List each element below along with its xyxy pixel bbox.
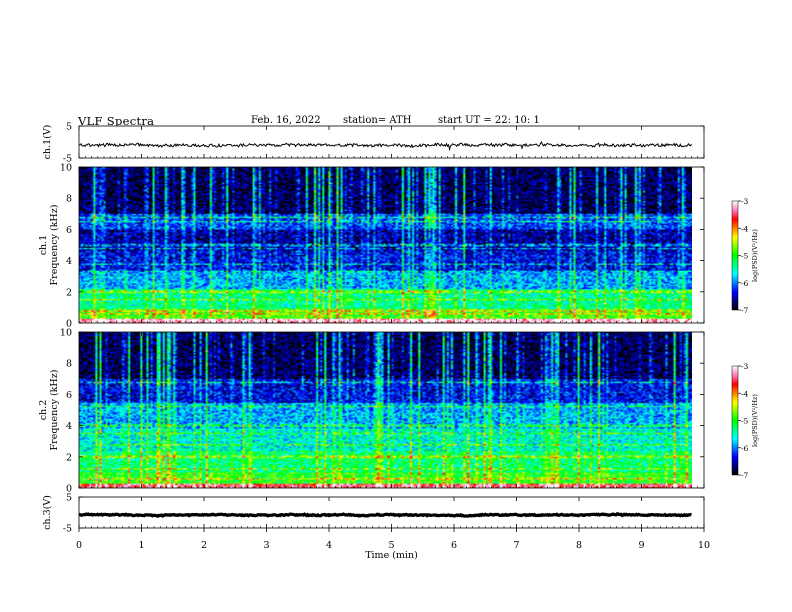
x-tick-label-1: 1 (138, 540, 144, 551)
ch1-spectrogram-ytick-label-4: 8 (66, 194, 72, 205)
ch1-spectrogram-colorbar-ticklabel-2: -5 (741, 252, 749, 261)
ch2-spectrogram-colorbar: -3 -4 -5 -6 -7 log(PSD)(V²/Hz) (731, 362, 759, 480)
ch1-spectrogram (79, 167, 704, 323)
ch3-waveform-ytick-label-1: -5 (63, 524, 72, 535)
ch2-spectrogram-ytick-label-2: 4 (66, 421, 72, 432)
ch1-spectrogram-colorbar-ticklabel-3: -6 (741, 279, 749, 288)
ch2-spectrogram (79, 332, 704, 488)
x-tick-label-9: 9 (638, 540, 644, 551)
ch3-waveform-ytick-label-0: 5 (66, 493, 72, 504)
ch2-spectrogram-colorbar-ticklabel-0: -3 (741, 362, 749, 371)
ch2-spectrogram-ytick-label-0: 0 (66, 484, 72, 495)
x-tick-label-0: 0 (76, 540, 82, 551)
ch2-spectrogram-colorbar-label: log(PSD)(V²/Hz) (751, 394, 759, 447)
ch1-spectrogram-ytick-label-2: 4 (66, 256, 72, 267)
ch1-waveform (78, 126, 704, 158)
start-time-label: start UT = 22: 10: 1 (438, 115, 540, 126)
ch1-spectrogram-colorbar-bar (731, 200, 739, 311)
ch2-spectrogram-ylabel-1: Frequency (kHz) (49, 370, 60, 451)
ch1-spectrogram-colorbar-ticklabel-0: -3 (741, 197, 749, 206)
ch2-spectrogram-image (79, 332, 692, 488)
ch2-spectrogram-colorbar-ticklabel-2: -5 (741, 417, 749, 426)
ch1-spectrogram-ylabel-0: ch.1 (38, 235, 49, 256)
ch1-spectrogram-ytick-label-1: 2 (66, 287, 72, 298)
x-axis-label: Time (min) (365, 550, 418, 561)
x-tick-label-6: 6 (451, 540, 457, 551)
ch3-waveform-bg (79, 497, 704, 528)
x-axis: 0 1 2 3 4 5 6 7 8 9 10 Time (min) (76, 528, 710, 561)
ch1-spectrogram-colorbar-ticklabel-1: -4 (741, 224, 749, 233)
ch1-spectrogram-ytick-label-3: 6 (66, 225, 72, 236)
ch1-spectrogram-axes: 0 2 4 6 8 10 ch.1 Frequency (kHz) (38, 163, 705, 330)
date-label: Feb. 16, 2022 (251, 115, 321, 126)
x-tick-label-2: 2 (201, 540, 207, 551)
x-tick-label-3: 3 (263, 540, 269, 551)
ch3-waveform (78, 497, 704, 528)
ch1-waveform-bg (79, 126, 704, 158)
ch2-spectrogram-ytick-label-3: 6 (66, 390, 72, 401)
ch2-spectrogram-colorbar-ticklabel-1: -4 (741, 389, 749, 398)
x-tick-label-4: 4 (326, 540, 332, 551)
station-label: station= ATH (343, 115, 412, 126)
ch1-spectrogram-ytick-label-0: 0 (66, 319, 72, 330)
ch2-spectrogram-colorbar-bar (731, 365, 739, 476)
ch1-waveform-ytick-label-0: 5 (66, 122, 72, 133)
ch1-spectrogram-image (79, 167, 692, 323)
ch1-spectrogram-ylabel-1: Frequency (kHz) (49, 205, 60, 286)
ch1-waveform-ylabel-0: ch.1(V) (42, 125, 53, 160)
ch1-spectrogram-colorbar-ticklabel-4: -7 (741, 306, 749, 315)
ch3-waveform-ylabel-0: ch.3(V) (42, 495, 53, 530)
panels-layer (78, 126, 704, 528)
ch1-spectrogram-ytick-label-5: 10 (60, 163, 72, 174)
chart-title: VLF Spectra (78, 114, 155, 128)
x-tick-label-5: 5 (388, 540, 394, 551)
ch1-spectrogram-colorbar: -3 -4 -5 -6 -7 log(PSD)(V²/Hz) (731, 197, 759, 315)
ch2-spectrogram-colorbar-ticklabel-4: -7 (741, 471, 749, 480)
ch2-spectrogram-ytick-label-4: 8 (66, 359, 72, 370)
ch2-spectrogram-axes: 0 2 4 6 8 10 ch.2 Frequency (kHz) (38, 328, 705, 495)
ch1-waveform-ytick-label-1: -5 (63, 154, 72, 165)
ch1-waveform-axes: 5 -5 ch.1(V) (42, 122, 705, 165)
ch3-waveform-trace (78, 512, 692, 519)
x-tick-label-7: 7 (513, 540, 519, 551)
x-tick-label-8: 8 (576, 540, 582, 551)
ch1-spectrogram-colorbar-label: log(PSD)(V²/Hz) (751, 229, 759, 282)
ch2-spectrogram-ytick-label-1: 2 (66, 452, 72, 463)
ch2-spectrogram-colorbar-ticklabel-3: -6 (741, 444, 749, 453)
ch2-spectrogram-ylabel-0: ch.2 (38, 400, 49, 421)
ch1-waveform-trace (78, 140, 692, 152)
x-tick-label-10: 10 (698, 540, 710, 551)
ch2-spectrogram-ytick-label-5: 10 (60, 328, 72, 339)
